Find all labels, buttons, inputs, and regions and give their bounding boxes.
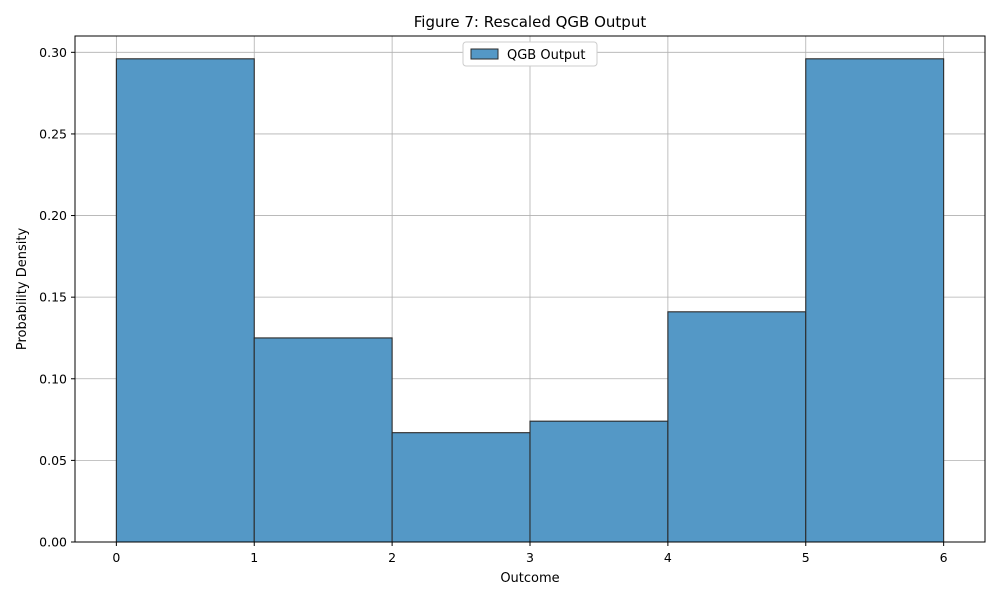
x-axis-ticks: 0 1 2 3 4 5 6	[112, 542, 948, 565]
legend-label: QGB Output	[507, 48, 586, 63]
histogram-bar	[254, 337, 393, 542]
histogram-bar	[392, 432, 530, 542]
legend-box	[462, 41, 598, 67]
y-tick-label: 0.30	[39, 45, 67, 60]
y-axis-label: Probability Density	[15, 228, 30, 351]
y-tick-label: 0.15	[39, 290, 67, 305]
histogram-bar-edge	[115, 58, 255, 542]
x-tick-label: 5	[802, 550, 810, 565]
x-tick-label: 6	[940, 550, 948, 565]
y-tick-label: 0.05	[39, 453, 67, 468]
histogram-bar	[116, 58, 255, 542]
legend: QGB Output	[462, 41, 598, 67]
x-axis-label: Outcome	[500, 571, 559, 586]
y-tick-label: 0.10	[39, 371, 67, 386]
x-tick-label: 3	[526, 550, 534, 565]
y-tick-label: 0.20	[39, 208, 67, 223]
histogram-bar-edge	[805, 58, 945, 542]
y-tick-label: 0.00	[39, 535, 67, 550]
legend-swatch	[470, 48, 499, 60]
chart-title: Figure 7: Rescaled QGB Output	[414, 13, 647, 31]
histogram-bar	[805, 58, 944, 542]
x-tick-label: 2	[388, 550, 396, 565]
histogram-bar	[667, 311, 806, 542]
x-tick-label: 1	[250, 550, 258, 565]
x-tick-label: 4	[664, 550, 672, 565]
x-tick-label: 0	[112, 550, 120, 565]
y-tick-label: 0.25	[39, 126, 67, 141]
bars	[115, 58, 945, 542]
histogram-bar	[530, 421, 668, 542]
y-axis-ticks: 0.00 0.05 0.10 0.15 0.20 0.25 0.30	[39, 45, 75, 550]
